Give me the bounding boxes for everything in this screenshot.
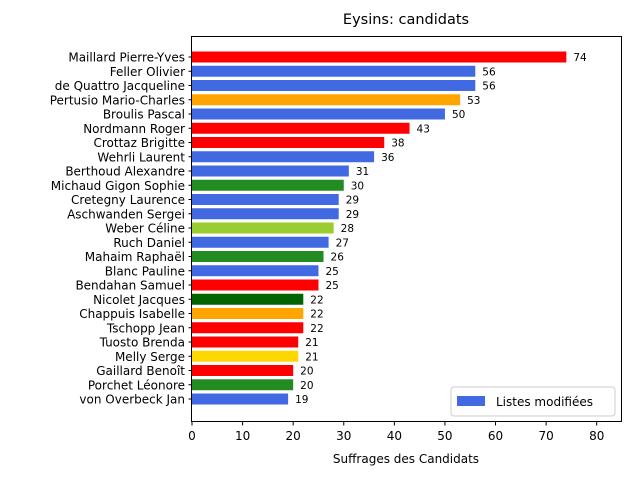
- bar: [192, 350, 299, 362]
- bar: [192, 222, 334, 234]
- x-tick-label: 0: [188, 429, 196, 443]
- value-label: 74: [573, 52, 587, 64]
- plot-area-frame: [191, 36, 622, 422]
- bar: [192, 51, 567, 63]
- value-label: 29: [346, 209, 359, 221]
- legend-swatch: [457, 396, 485, 406]
- bar: [192, 379, 294, 391]
- value-label: 30: [351, 180, 364, 192]
- value-label: 20: [300, 380, 313, 392]
- x-tick-label: 10: [235, 429, 250, 443]
- y-tick-label: Chappuis Isabelle: [79, 307, 185, 321]
- bar: [192, 365, 294, 376]
- value-label: 22: [310, 323, 323, 335]
- bar: [192, 279, 319, 291]
- bar: [192, 308, 304, 319]
- legend: Listes modifiées: [450, 386, 616, 417]
- bar: [192, 393, 289, 405]
- value-label: 25: [325, 280, 338, 292]
- y-tick-label: Gaillard Benoît: [96, 364, 185, 378]
- x-tick-label: 70: [538, 429, 553, 443]
- bar: [192, 179, 344, 191]
- y-tick-label: Nordmann Roger: [83, 122, 185, 136]
- value-label: 22: [310, 294, 323, 306]
- value-label: 21: [305, 337, 318, 349]
- bar: [192, 236, 329, 248]
- bar: [192, 336, 299, 348]
- bar: [192, 265, 319, 277]
- x-tick-label: 50: [437, 429, 452, 443]
- value-label: 19: [295, 394, 308, 406]
- y-tick-label: Blanc Pauline: [105, 264, 185, 278]
- y-tick-label: Pertusio Mario-Charles: [50, 93, 185, 107]
- y-tick-label: Berthoud Alexandre: [65, 165, 185, 179]
- y-tick-label: Ruch Daniel: [113, 236, 185, 250]
- y-tick-label: Mahaim Raphaël: [85, 250, 185, 264]
- bar: [192, 65, 476, 77]
- bar: [192, 165, 349, 177]
- y-tick-label: Melly Serge: [115, 350, 185, 364]
- bar: [192, 208, 339, 220]
- y-tick-label: Aschwanden Sergei: [67, 207, 185, 221]
- value-label: 22: [310, 309, 323, 321]
- y-tick-label: Broulis Pascal: [103, 108, 185, 122]
- bar: [192, 122, 410, 134]
- value-label: 50: [452, 109, 465, 121]
- value-label: 20: [300, 366, 313, 378]
- bar: [192, 137, 385, 148]
- value-label: 53: [467, 95, 480, 107]
- bar: [192, 108, 445, 120]
- bar: [192, 251, 324, 262]
- bars-layer: [192, 51, 567, 405]
- y-tick-label: Michaud Gigon Sophie: [51, 179, 185, 193]
- y-tick-label: de Quattro Jacqueline: [55, 79, 185, 93]
- value-label: 36: [381, 152, 395, 164]
- y-tick-label: Feller Olivier: [110, 65, 185, 79]
- bar: [192, 94, 461, 106]
- value-label: 25: [325, 266, 338, 278]
- y-tick-label: Crottaz Brigitte: [93, 136, 185, 150]
- x-tick-label: 60: [488, 429, 503, 443]
- x-axis-ticks: 0 10 20 30 40 50 60 70 80: [188, 422, 604, 443]
- value-label: 21: [305, 351, 318, 363]
- y-tick-label: Wehrli Laurent: [97, 150, 185, 164]
- value-label: 43: [417, 123, 430, 135]
- x-tick-label: 80: [589, 429, 604, 443]
- value-label: 26: [331, 252, 345, 264]
- y-tick-label: von Overbeck Jan: [79, 393, 185, 407]
- value-label: 56: [482, 66, 496, 78]
- y-tick-label: Cretegny Laurence: [71, 193, 185, 207]
- y-tick-label: Tuosto Brenda: [99, 336, 185, 350]
- y-tick-label: Bendahan Samuel: [75, 279, 185, 293]
- bar: [192, 293, 304, 305]
- y-tick-label: Nicolet Jacques: [93, 293, 185, 307]
- y-tick-label: Tschopp Jean: [106, 321, 185, 335]
- value-label: 31: [356, 166, 369, 178]
- x-tick-label: 20: [286, 429, 301, 443]
- value-label: 38: [391, 138, 404, 150]
- value-labels: 7456565350433836313029292827262525222222…: [295, 52, 587, 406]
- bar: [192, 80, 476, 91]
- legend-label: Listes modifiées: [496, 395, 593, 409]
- bar: [192, 194, 339, 205]
- x-tick-label: 40: [387, 429, 402, 443]
- y-tick-label: Weber Céline: [105, 222, 185, 236]
- y-tick-label: Porchet Léonore: [88, 378, 185, 392]
- y-tick-label: Maillard Pierre-Yves: [68, 51, 185, 65]
- chart-title: Eysins: candidats: [343, 12, 469, 28]
- value-label: 29: [346, 195, 359, 207]
- legend-frame: [450, 386, 616, 417]
- value-label: 27: [336, 237, 349, 249]
- x-tick-label: 30: [336, 429, 351, 443]
- value-label: 56: [482, 81, 496, 93]
- bar: [192, 151, 375, 163]
- value-label: 28: [341, 223, 354, 235]
- bar: [192, 322, 304, 334]
- x-axis-label: Suffrages des Candidats: [333, 452, 479, 466]
